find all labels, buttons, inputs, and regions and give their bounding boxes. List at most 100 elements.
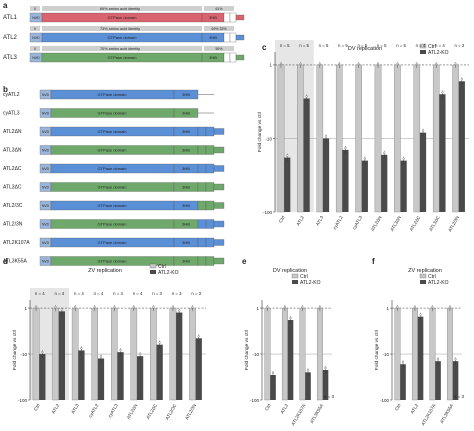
- tm-domain: [197, 163, 207, 174]
- chart-title: DV replication: [273, 268, 307, 274]
- data-point: [460, 78, 463, 81]
- hb-label: 3HB: [182, 203, 190, 208]
- category-label: ATL2ΔN: [126, 403, 139, 420]
- x-box: [30, 6, 40, 11]
- data-point: [421, 129, 425, 132]
- bar-ko: [458, 81, 465, 213]
- nvd-label: NVD: [42, 186, 50, 190]
- legend-label-ko: ATL2-KO: [300, 280, 321, 286]
- gtpase-label: GTPase domain: [98, 92, 127, 97]
- n-label: n = 4: [435, 43, 445, 48]
- bar-ctrl: [355, 64, 362, 213]
- hb-label: 3HB: [182, 111, 190, 116]
- bar-ko: [97, 358, 105, 400]
- legend-label-ko: ATL2-KO: [428, 280, 449, 286]
- hb-label: 3HB: [182, 92, 190, 97]
- tm-domain: [205, 182, 215, 192]
- data-point: [413, 306, 416, 309]
- bar-ko: [381, 154, 388, 212]
- category-label: Ctrl: [394, 403, 402, 412]
- tm-domain: [197, 126, 207, 137]
- tm-domain: [197, 182, 207, 192]
- tm-domain: [223, 52, 231, 63]
- bar-ko: [156, 344, 163, 400]
- legend-label-ctrl: Ctrl: [300, 274, 308, 280]
- bar-ko: [400, 364, 406, 400]
- data-point: [171, 306, 175, 309]
- category-label: ATL3ΔN: [389, 215, 402, 232]
- bar-ctrl: [394, 64, 401, 213]
- data-point: [305, 95, 308, 98]
- category-label: ATL3ΔC: [428, 214, 441, 232]
- tm-domain: [197, 145, 207, 155]
- bar-ctrl: [169, 307, 177, 401]
- category-label: ATL2/3N: [447, 215, 460, 233]
- bar-ctrl: [277, 64, 285, 213]
- data-point: [60, 308, 63, 311]
- cta-tail: [213, 257, 225, 265]
- category-label: ATL2/3N: [184, 403, 197, 421]
- x-box: [30, 26, 40, 31]
- construct-label: cyATL3: [3, 111, 20, 117]
- identity-label: 73% amino acid identity: [100, 27, 140, 31]
- bar-ko: [136, 356, 144, 400]
- identity-sub-label: 61%: [215, 7, 222, 11]
- data-point: [54, 306, 57, 309]
- bar-ko: [176, 312, 183, 400]
- bar-ko: [39, 354, 46, 400]
- n-label: n = 5: [280, 43, 290, 48]
- bar-ctrl: [335, 64, 343, 213]
- tm-domain: [205, 256, 215, 266]
- bar-ctrl: [394, 307, 401, 401]
- category-label: ATL2: [280, 403, 290, 415]
- bar-ctrl: [264, 307, 271, 401]
- gtpase-label: GTPase domain: [98, 203, 127, 208]
- bar-ko: [58, 311, 66, 400]
- category-label: cyATL2: [332, 215, 344, 231]
- nvd-label: NVD: [42, 130, 50, 134]
- cta-tail: [213, 220, 225, 228]
- n-label: n = 4: [133, 291, 143, 296]
- data-point: [197, 335, 200, 338]
- bar-ctrl: [297, 64, 304, 213]
- y-tick-label: -100: [263, 210, 273, 215]
- data-point: [119, 349, 122, 352]
- data-point: [301, 306, 304, 309]
- n-label: n = 3: [172, 291, 182, 296]
- cta-tail: [213, 128, 225, 135]
- legend-label-ko: ATL2-KO: [158, 270, 179, 276]
- data-point: [357, 62, 360, 65]
- identity-bar: [42, 46, 202, 51]
- cta-tail: [213, 202, 225, 209]
- cta-tail: [235, 14, 245, 21]
- category-label: ATL2: [295, 215, 305, 227]
- tm-domain: [197, 200, 207, 211]
- hb-label: 3HB: [182, 185, 190, 190]
- data-point: [299, 62, 302, 65]
- y-tick-label: -100: [18, 398, 28, 403]
- panel-a-row-label: ATL1: [3, 15, 18, 21]
- nvd-label: NVD: [42, 93, 50, 97]
- chart-title: ZV replication: [88, 268, 122, 274]
- bar-ko: [195, 338, 202, 400]
- legend-swatch-ko: [292, 280, 298, 284]
- cta-tail: [213, 183, 225, 191]
- data-point: [266, 306, 269, 309]
- data-point: [271, 371, 275, 375]
- nvd-label: NVD: [42, 223, 50, 227]
- n-label: n = 5: [319, 43, 329, 48]
- construct-label: ATL2ΔC: [3, 166, 22, 172]
- n-label: n = 5: [396, 43, 406, 48]
- bar-ko: [303, 98, 310, 212]
- cta-tail: [235, 34, 245, 41]
- legend-label-ko: ATL2-KO: [428, 50, 449, 56]
- gtpase-label: GTPase domain: [98, 222, 127, 227]
- legend-swatch-ctrl: [419, 273, 427, 279]
- y-tick-label: 1: [386, 306, 389, 311]
- category-label: ATL2ΔC: [145, 402, 158, 420]
- legend-swatch-ko: [420, 50, 426, 54]
- bar-ctrl: [91, 307, 99, 401]
- category-label: Ctrl: [33, 403, 41, 412]
- tm-domain: [197, 256, 207, 266]
- bar-ctrl: [299, 307, 306, 401]
